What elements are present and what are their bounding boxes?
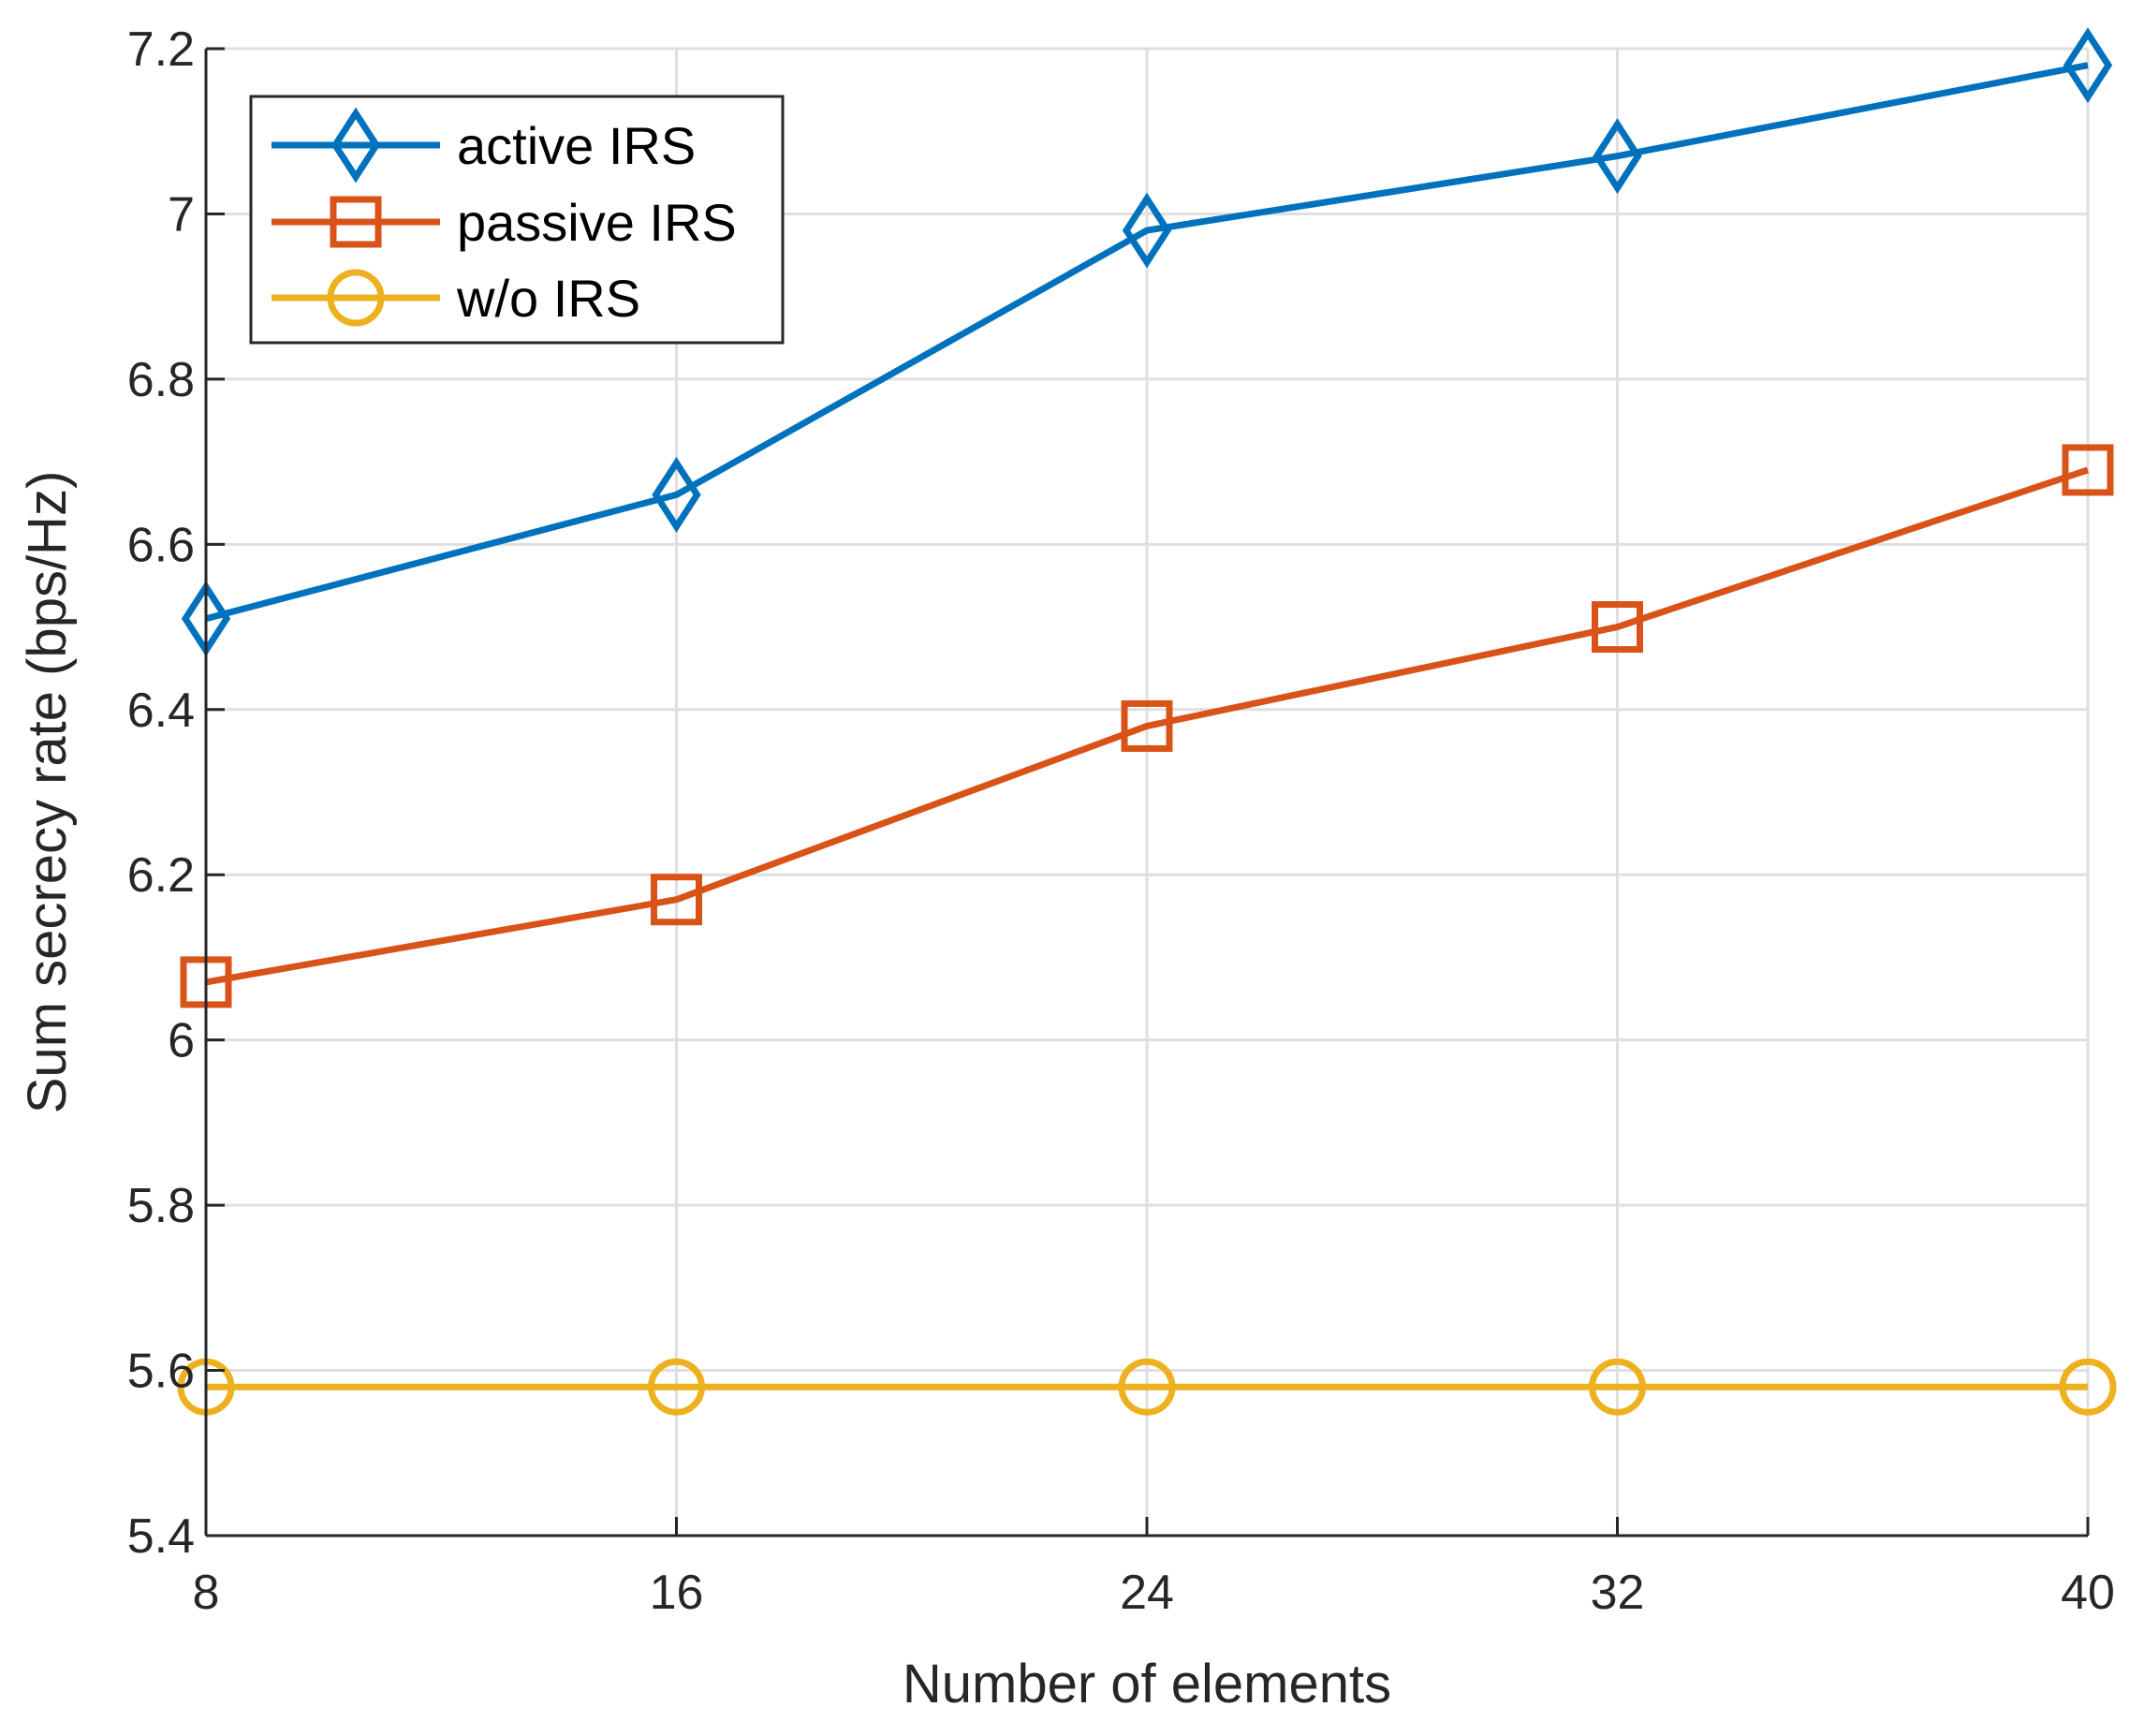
- y-tick-label: 5.4: [127, 1509, 195, 1564]
- y-tick-label: 6.4: [127, 684, 195, 738]
- legend-label-passive-irs: passive IRS: [457, 193, 737, 252]
- data-point-active-irs: [1122, 192, 1172, 269]
- y-tick-label: 5.6: [127, 1345, 195, 1399]
- x-tick-label: 24: [1120, 1566, 1174, 1620]
- data-point-w-o-irs: [648, 1358, 705, 1416]
- data-point-passive-irs: [1121, 699, 1173, 752]
- x-tick-label: 16: [650, 1566, 704, 1620]
- series-line-passive-irs: [205, 466, 2090, 986]
- y-tick-label: 5.8: [127, 1179, 195, 1233]
- data-point-passive-irs: [1592, 601, 1643, 654]
- data-point-passive-irs: [2062, 444, 2114, 496]
- data-point-active-irs: [652, 456, 701, 533]
- y-tick-label: 7: [168, 187, 195, 242]
- y-tick-label: 6.2: [127, 848, 195, 903]
- legend: active IRS passive IRS w/o IRS: [249, 95, 785, 345]
- data-point-passive-irs: [651, 874, 702, 926]
- series-active-irs: [181, 27, 2113, 657]
- data-point-w-o-irs: [1589, 1358, 1646, 1416]
- data-point-active-irs: [2063, 27, 2113, 104]
- data-point-w-o-irs: [1118, 1358, 1176, 1416]
- data-point-active-irs: [1593, 118, 1642, 195]
- legend-marker-active-irs: [330, 107, 381, 184]
- x-tick-label: 8: [193, 1566, 220, 1620]
- legend-label-w-o-irs: w/o IRS: [456, 269, 640, 328]
- data-point-w-o-irs: [2059, 1358, 2117, 1416]
- tick-labels: 8 16 24 32 40 5.4 5.6 5.8 6 6.2 6.4 6.6 6.8 7 7.2: [127, 22, 2115, 1620]
- x-tick-label: 32: [1591, 1566, 1645, 1620]
- y-tick-label: 7.2: [127, 22, 195, 77]
- x-axis-label: Number of elements: [903, 1654, 1391, 1714]
- legend-label-active-irs: active IRS: [457, 116, 696, 175]
- y-tick-label: 6: [168, 1014, 195, 1068]
- series-layer: [177, 27, 2117, 1416]
- y-tick-label: 6.8: [127, 353, 195, 407]
- y-tick-label: 6.6: [127, 518, 195, 572]
- x-tick-label: 40: [2061, 1566, 2115, 1620]
- y-axis-label: Sum secrecy rate (bps/Hz): [17, 471, 78, 1114]
- legend-marker-w-o-irs: [327, 269, 385, 327]
- series-line-active-irs: [205, 62, 2089, 623]
- legend-marker-passive-irs: [330, 196, 382, 248]
- axes: [204, 47, 2090, 1537]
